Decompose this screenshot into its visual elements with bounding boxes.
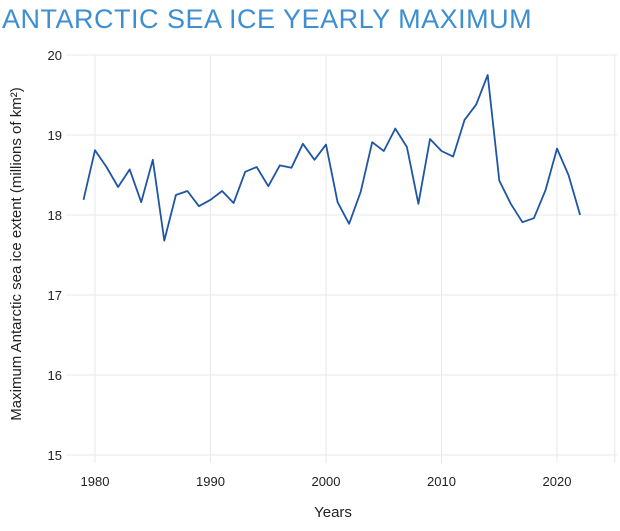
x-tick-labels: 1980 1990 2000 2010 2020 (81, 474, 572, 489)
grid (66, 54, 618, 463)
y-tick-label: 15 (48, 448, 62, 463)
y-axis-label: Maximum Antarctic sea ice extent (millio… (8, 87, 25, 420)
y-tick-label: 18 (48, 208, 62, 223)
x-tick-label: 2020 (543, 474, 572, 489)
series-line (82, 74, 581, 242)
y-tick-labels: 15 16 17 18 19 20 (48, 48, 62, 463)
y-tick-label: 20 (48, 48, 62, 63)
y-tick-label: 19 (48, 128, 62, 143)
chart-title: ANTARCTIC SEA ICE YEARLY MAXIMUM (2, 4, 532, 34)
y-tick-label: 16 (48, 368, 62, 383)
x-tick-label: 2010 (427, 474, 456, 489)
x-tick-label: 1990 (196, 474, 225, 489)
y-tick-label: 17 (48, 288, 62, 303)
series (82, 74, 581, 242)
x-tick-label: 1980 (81, 474, 110, 489)
x-tick-label: 2000 (312, 474, 341, 489)
x-axis-label: Years (314, 504, 352, 521)
